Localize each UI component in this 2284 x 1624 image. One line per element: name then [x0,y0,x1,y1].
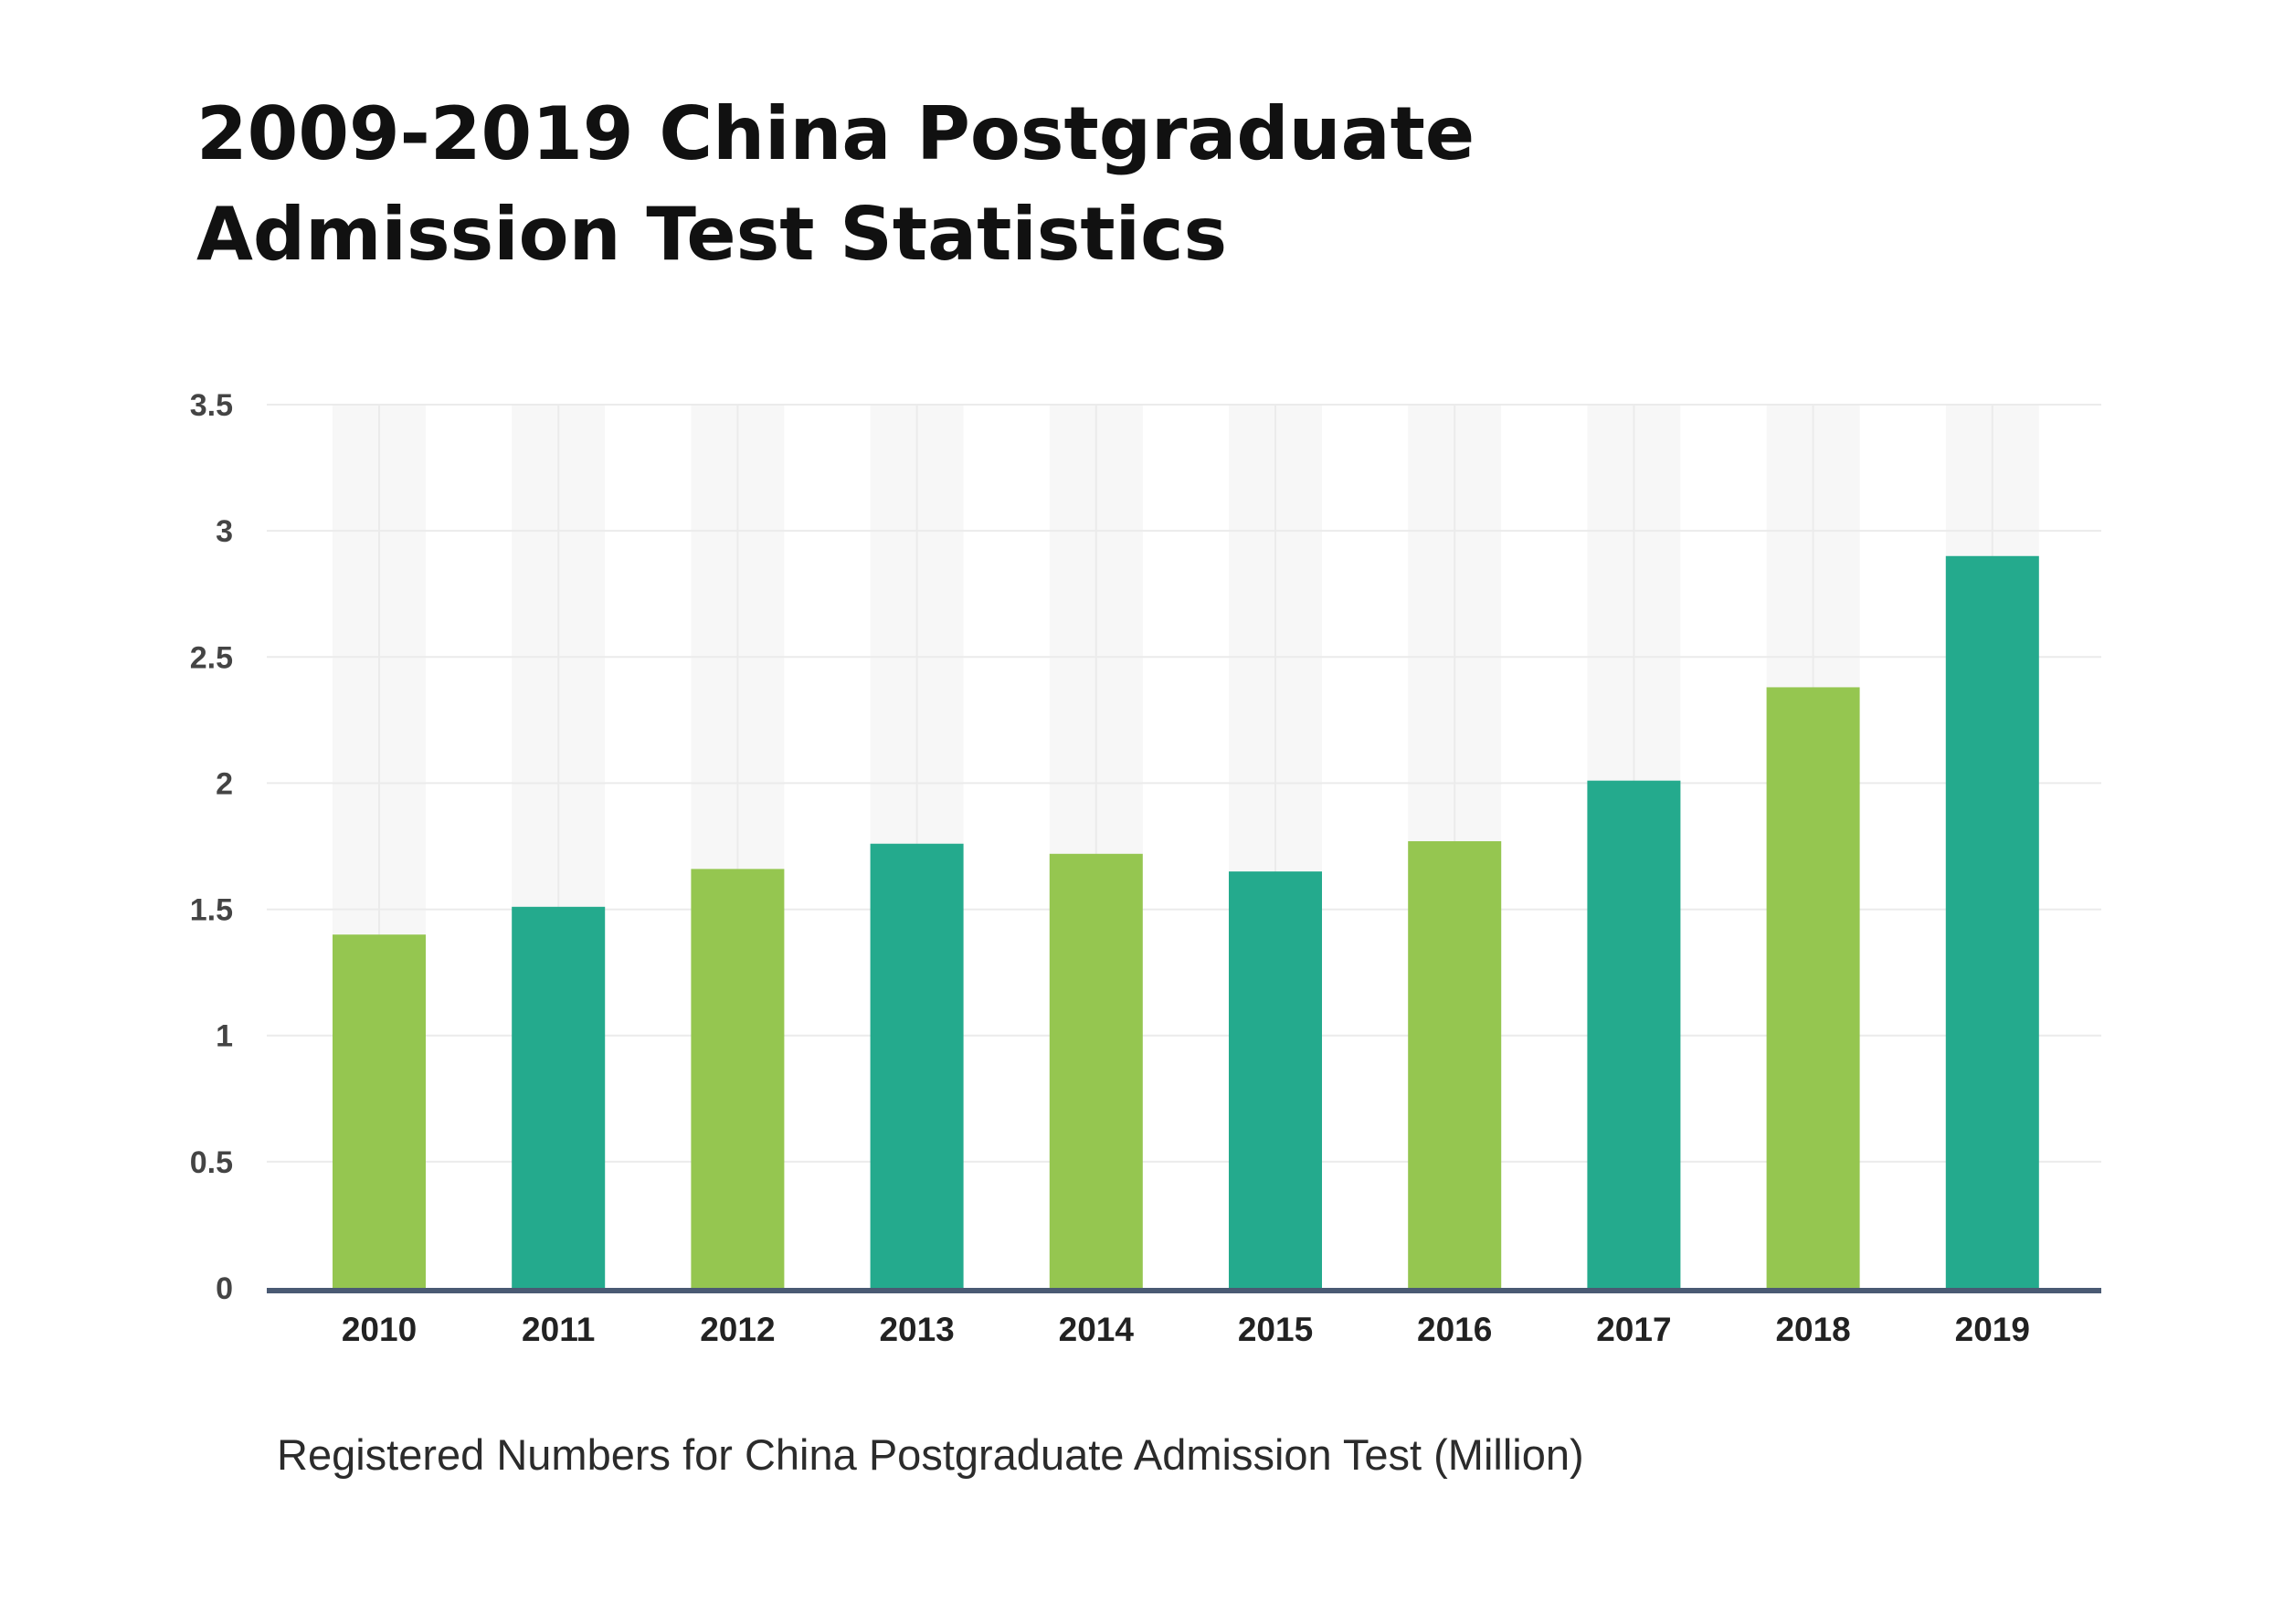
y-tick-label: 1 [216,1019,233,1054]
bar-2012 [691,869,785,1288]
x-tick-label: 2010 [342,1311,417,1348]
y-tick-label: 1.5 [190,893,233,928]
bar-2013 [870,843,964,1288]
y-tick-label: 3.5 [190,388,233,423]
x-tick-label: 2015 [1238,1311,1313,1348]
x-tick-label: 2018 [1775,1311,1850,1348]
x-tick-label: 2019 [1955,1311,2030,1348]
bar-2011 [512,906,606,1288]
y-tick-label: 0 [216,1271,233,1306]
bars [333,555,2039,1288]
chart-title-line-1: 2009-2019 China Postgraduate [196,91,1475,176]
bar-2015 [1229,871,1322,1288]
x-tick-label: 2017 [1596,1311,1671,1348]
y-tick-label: 0.5 [190,1145,233,1180]
bar-2017 [1587,780,1681,1288]
x-tick-label: 2013 [879,1311,954,1348]
x-tick-label: 2012 [700,1311,775,1348]
chart-title-line-2: Admission Test Statistics [196,192,1228,277]
bar-2010 [333,934,426,1288]
x-tick-label: 2011 [522,1311,595,1348]
x-axis-caption: Registered Numbers for China Postgraduat… [277,1430,1584,1479]
y-tick-label: 3 [216,514,233,549]
bar-2018 [1766,687,1860,1288]
bar-2014 [1049,853,1143,1288]
x-tick-label: 2016 [1417,1311,1492,1348]
y-tick-label: 2 [216,766,233,801]
x-tick-label: 2014 [1059,1311,1135,1348]
x-tick-labels: 2010 2011 2012 2013 2014 2015 2016 2017 2018 2019 [342,1311,2030,1348]
bar-2019 [1945,555,2039,1288]
y-tick-label: 2.5 [190,640,233,675]
y-tick-labels: 0 0.5 1 1.5 2 2.5 3 3.5 [190,388,233,1306]
bar-2016 [1408,840,1502,1288]
